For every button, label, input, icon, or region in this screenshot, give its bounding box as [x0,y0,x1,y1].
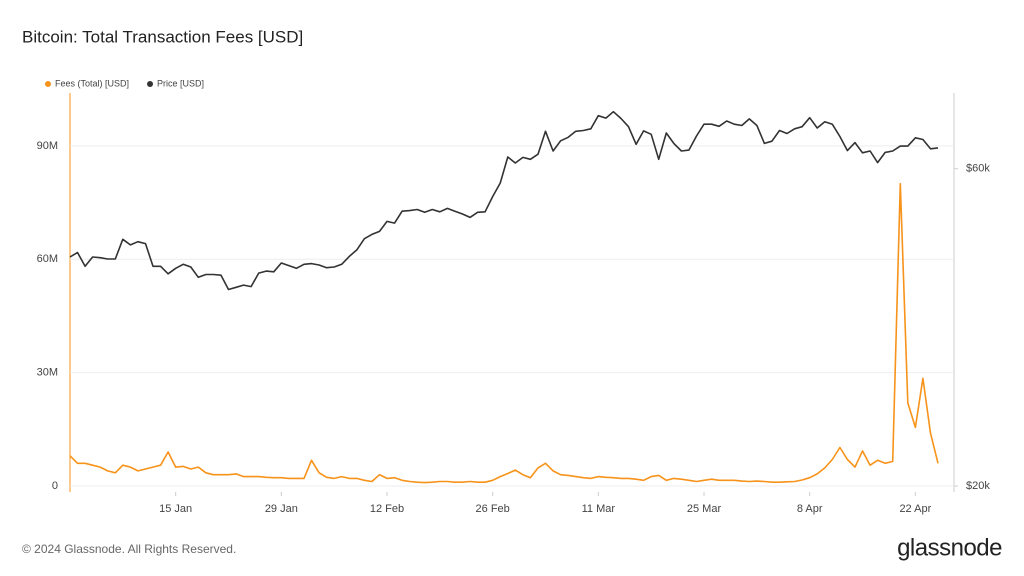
x-tick-label: 11 Mar [582,503,616,515]
legend-marker [147,81,154,87]
y-tick-label: 0 [52,480,58,492]
chart-title: Bitcoin: Total Transaction Fees [USD] [22,27,303,46]
legend-label: Price [USD] [157,78,204,88]
x-tick-label: 22 Apr [899,503,931,515]
series-line [69,182,939,484]
series-line [69,110,939,291]
copyright: © 2024 Glassnode. All Rights Reserved. [22,542,236,556]
y2-tick-label: $60k [966,163,990,175]
x-tick-label: 8 Apr [797,503,823,515]
y-tick-label: 30M [37,367,58,379]
legend-marker [45,81,51,87]
y2-tick-label: $20k [966,480,990,492]
x-tick-label: 15 Jan [159,503,192,515]
x-tick-label: 25 Mar [687,503,722,515]
y-tick-label: 90M [37,140,58,152]
y-tick-label: 60M [37,253,58,265]
legend-label: Fees (Total) [USD] [55,78,129,88]
x-tick-label: 26 Feb [476,503,510,515]
x-tick-label: 12 Feb [370,503,404,515]
x-tick-label: 29 Jan [265,503,298,515]
brand-logo: glassnode [897,534,1002,561]
